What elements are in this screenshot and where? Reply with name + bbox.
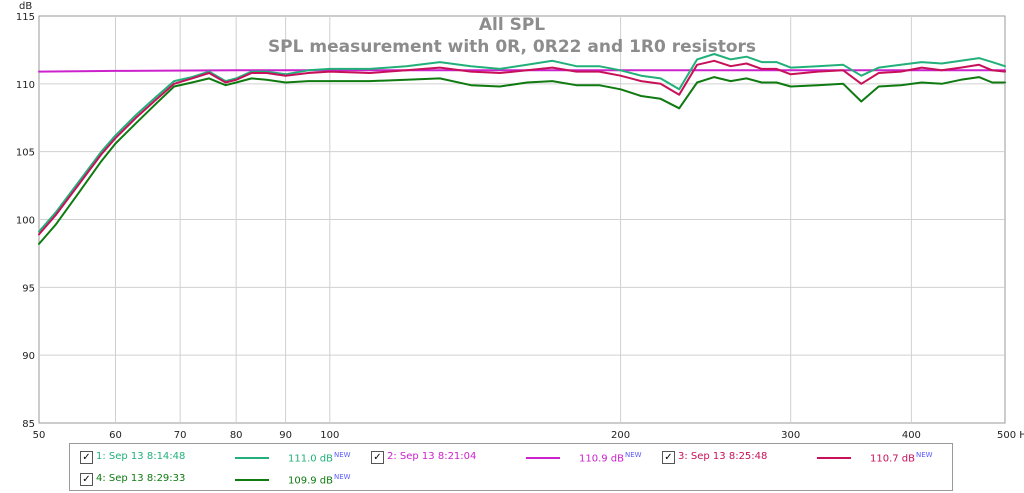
x-tick-label: 50 (33, 430, 46, 440)
x-tick-label: 80 (230, 430, 243, 440)
new-tag: NEW (625, 451, 642, 459)
y-tick-label: 110 (16, 80, 35, 91)
new-tag: NEW (334, 473, 351, 481)
chart-subtitle: SPL measurement with 0R, 0R22 and 1R0 re… (268, 37, 756, 57)
x-tick-label: 500 Hz (997, 430, 1024, 440)
x-tick-label: 100 (320, 430, 339, 440)
x-tick-label: 60 (109, 430, 122, 440)
new-tag: NEW (334, 451, 351, 459)
legend-value-3: 110.7 dBNEW (870, 451, 933, 465)
legend-swatch-2 (526, 457, 560, 459)
y-tick-label: 85 (22, 419, 35, 430)
legend: ✓ 1: Sep 13 8:14:48 111.0 dBNEW ✓ 2: Sep… (69, 443, 953, 491)
legend-swatch-3 (817, 457, 851, 459)
legend-label-3: 3: Sep 13 8:25:48 (678, 451, 768, 462)
x-tick-label: 300 (781, 430, 800, 440)
y-tick-label: 95 (22, 283, 35, 294)
series-line-1 (38, 53, 1006, 233)
legend-checkbox-3[interactable]: ✓ (662, 451, 675, 464)
legend-checkbox-1[interactable]: ✓ (80, 451, 93, 464)
legend-label-2: 2: Sep 13 8:21:04 (387, 451, 477, 462)
new-tag: NEW (916, 451, 933, 459)
series-line-4 (38, 76, 1006, 245)
axis-ticks: 50 60 70 80 90 100 200 300 400 500 Hz 85 90 95 100 105… (16, 12, 1024, 440)
legend-label-1: 1: Sep 13 8:14:48 (96, 451, 186, 462)
legend-value-4: 109.9 dBNEW (288, 473, 351, 487)
x-tick-label: 200 (611, 430, 630, 440)
x-tick-label: 400 (902, 430, 921, 440)
y-tick-label: 105 (16, 148, 35, 159)
series-line-3 (38, 59, 1006, 236)
legend-swatch-1 (235, 457, 269, 459)
legend-label-4: 4: Sep 13 8:29:33 (96, 473, 186, 484)
x-tick-label: 70 (174, 430, 187, 440)
y-tick-label: 90 (22, 351, 35, 362)
legend-swatch-4 (235, 479, 269, 481)
grid-lines (39, 16, 1005, 423)
x-tick-label: 90 (279, 430, 292, 440)
y-tick-label: 100 (16, 216, 35, 227)
series-lines (38, 53, 1006, 245)
y-axis-label: dB (19, 1, 32, 12)
legend-checkbox-4[interactable]: ✓ (80, 473, 93, 486)
y-tick-label: 115 (16, 12, 35, 23)
spl-chart: 50 60 70 80 90 100 200 300 400 500 Hz 85 90 95 100 105… (16, 1, 1024, 440)
legend-checkbox-2[interactable]: ✓ (371, 451, 384, 464)
legend-value-1: 111.0 dBNEW (288, 451, 351, 465)
chart-title: All SPL (479, 15, 545, 35)
legend-value-2: 110.9 dBNEW (579, 451, 642, 465)
